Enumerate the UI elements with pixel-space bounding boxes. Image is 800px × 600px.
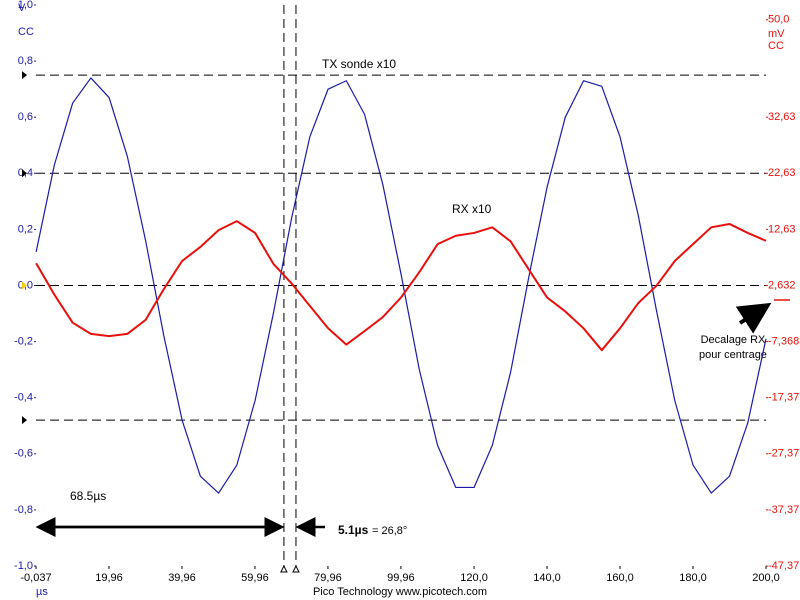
footer: Pico Technology www.picotech.com [313, 586, 487, 598]
x-tick-label: 200,0 [752, 572, 780, 584]
y-tick-label: 0,2 [18, 223, 33, 235]
annotation: RX x10 [452, 202, 492, 216]
x-tick-label: 180,0 [679, 572, 707, 584]
y-tick-label: 0,6 [18, 111, 33, 123]
annotation: pour centrage [699, 349, 767, 361]
annotation: 5.1µs [338, 523, 369, 537]
annotation: 68.5µs [70, 489, 106, 503]
y2-tick-label: 50,0 [768, 14, 789, 26]
y2-tick-label: -47,37 [768, 560, 799, 572]
cursor-handle [292, 564, 300, 573]
annotation: = 26,8° [372, 525, 407, 537]
x-tick-label: -0,037 [20, 572, 51, 584]
x-tick-label: 79,96 [314, 572, 342, 584]
x-tick-label: 19,96 [95, 572, 123, 584]
y-tick-label: -0,6 [14, 448, 33, 460]
y-coupling: CC [18, 26, 34, 38]
x-tick-label: 140,0 [533, 572, 561, 584]
y2-tick-label: 32,63 [768, 111, 796, 123]
cursor-handle [22, 281, 27, 290]
x-unit: µs [36, 586, 48, 598]
series-line [35, 220, 767, 352]
x-tick-label: 59,96 [241, 572, 269, 584]
x-tick-label: 160,0 [606, 572, 634, 584]
y-tick-label: -0,8 [14, 504, 33, 516]
y2-tick-label: 2,632 [768, 279, 796, 291]
cursor-handle [22, 71, 27, 80]
y2-coupling: CC [768, 40, 784, 52]
y2-tick-label: -37,37 [768, 504, 799, 516]
y-tick-label: 0,8 [18, 55, 33, 67]
series-line [35, 77, 767, 494]
annotation: Decalage RX [701, 334, 766, 346]
x-tick-label: 99,96 [387, 572, 415, 584]
x-tick-label: 120,0 [460, 572, 488, 584]
y2-unit: mV [768, 28, 785, 40]
cursor-handle [280, 564, 288, 573]
y-tick-label: -0,4 [14, 392, 33, 404]
cursor-handle [22, 169, 27, 178]
y2-tick-label: -27,37 [768, 448, 799, 460]
y2-tick-label: -17,37 [768, 392, 799, 404]
annotation: TX sonde x10 [322, 57, 396, 71]
y2-tick-label: 12,63 [768, 223, 796, 235]
y-tick-label: 1,0 [18, 0, 33, 11]
x-tick-label: 39,96 [168, 572, 196, 584]
y2-tick-label: 22,63 [768, 167, 796, 179]
cursor-handle [22, 416, 27, 425]
arrow [735, 302, 772, 334]
y2-tick-label: -7,368 [768, 335, 799, 347]
y-tick-label: -0,2 [14, 336, 33, 348]
y-unit: V [18, 2, 26, 14]
y-tick-label: -1,0 [14, 560, 33, 572]
